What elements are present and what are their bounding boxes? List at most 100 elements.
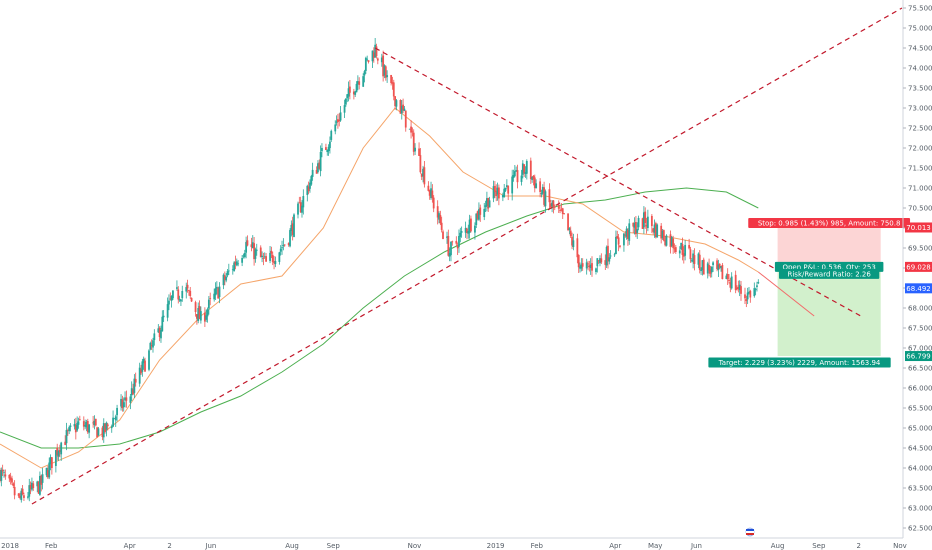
time-axis[interactable]: 2018 Feb Apr 2 Jun Aug Sep Nov 2019 Feb Apr May Jun A… — [1, 542, 907, 550]
candle-body — [495, 191, 498, 197]
candle-body — [422, 168, 424, 177]
candle-body — [557, 204, 560, 209]
candle-body — [101, 427, 104, 437]
candle-body — [307, 186, 310, 192]
candle-body — [571, 236, 573, 246]
candle-body — [23, 495, 25, 498]
candle-body — [49, 457, 52, 464]
support-trendline[interactable] — [31, 7, 903, 505]
candle-body — [587, 263, 589, 265]
candle-body — [692, 253, 695, 263]
candle-body — [152, 340, 154, 348]
candle-body — [58, 449, 61, 453]
candle-body — [627, 230, 629, 239]
candle-body — [290, 224, 293, 231]
candle-body — [356, 81, 359, 85]
candle-body — [637, 217, 640, 228]
candle-body — [1, 469, 4, 472]
candle-body — [451, 241, 454, 243]
candle-body — [531, 177, 534, 180]
candle-body — [253, 243, 255, 260]
candle-body — [291, 223, 294, 235]
target-label-box — [708, 357, 891, 368]
candle-body — [410, 126, 412, 133]
candle-body — [28, 485, 31, 497]
candle-body — [301, 205, 303, 213]
candle-body — [338, 119, 341, 122]
candle-body — [653, 224, 656, 233]
candle-body — [560, 209, 563, 211]
candle-body — [153, 333, 156, 341]
candle-body — [125, 397, 128, 401]
candle-body — [237, 263, 240, 265]
candle-body — [394, 96, 397, 107]
candle-body — [94, 418, 97, 426]
candle-body — [251, 242, 254, 249]
candle-body — [680, 242, 683, 250]
candle-body — [78, 419, 81, 421]
x-tick-label: Nov — [408, 542, 422, 550]
candle-body — [327, 146, 330, 152]
candle-body — [178, 299, 181, 301]
y-tick-label: 74.500 — [908, 45, 932, 53]
projection-line[interactable] — [757, 271, 815, 317]
candle-body — [223, 275, 226, 280]
candle-body — [551, 202, 553, 207]
candle-body — [607, 245, 609, 262]
candle-body — [684, 244, 687, 256]
y-tick-label: 66.000 — [908, 385, 932, 393]
candle-body — [543, 187, 546, 205]
candle-body — [160, 330, 162, 339]
candle-body — [567, 213, 569, 231]
candle-body — [654, 223, 657, 238]
y-tick-label: 63.000 — [908, 505, 932, 513]
candle-body — [730, 276, 733, 289]
candle-body — [487, 198, 490, 209]
candle-body — [504, 187, 507, 191]
candle-body — [255, 249, 258, 251]
candle-body — [104, 423, 106, 432]
candle-body — [199, 311, 202, 321]
candle-body — [20, 490, 23, 501]
candle-body — [448, 252, 451, 257]
candle-body — [234, 261, 237, 265]
candle-body — [665, 235, 668, 246]
candle-body — [418, 148, 420, 156]
candle-body — [553, 206, 556, 208]
candle-body — [69, 425, 72, 427]
candle-body — [138, 367, 141, 384]
candle-body — [609, 255, 612, 257]
candle-body — [661, 230, 664, 238]
candle-body — [470, 218, 472, 232]
candle-body — [544, 191, 547, 207]
candle-body — [56, 447, 59, 456]
candle-body — [580, 264, 583, 269]
x-tick-label: 2018 — [1, 542, 19, 550]
candle-body — [591, 263, 593, 271]
candle-body — [281, 247, 283, 249]
candle-body — [40, 475, 43, 485]
candle-body — [423, 167, 426, 185]
candle-body — [474, 225, 476, 233]
price-axis[interactable]: 62.500 63.000 63.500 64.000 64.500 65.000 65.5… — [903, 5, 932, 533]
candle-body — [697, 253, 700, 265]
candle-body — [652, 228, 655, 232]
candle-body — [66, 430, 69, 432]
candle-body — [259, 247, 262, 258]
flag-icon[interactable] — [745, 527, 755, 537]
candle-body — [624, 234, 627, 236]
candle-body — [674, 247, 677, 253]
x-tick-label: 2019 — [487, 542, 505, 550]
candle-body — [466, 228, 468, 234]
candle-body — [404, 110, 407, 128]
candle-body — [552, 200, 555, 208]
candle-body — [48, 462, 51, 478]
candle-body — [54, 450, 57, 466]
candle-body — [456, 245, 459, 249]
candle-body — [662, 230, 665, 241]
candle-body — [515, 170, 518, 172]
candle-body — [282, 245, 285, 246]
candle-body — [539, 181, 542, 193]
candle-body — [633, 223, 636, 228]
